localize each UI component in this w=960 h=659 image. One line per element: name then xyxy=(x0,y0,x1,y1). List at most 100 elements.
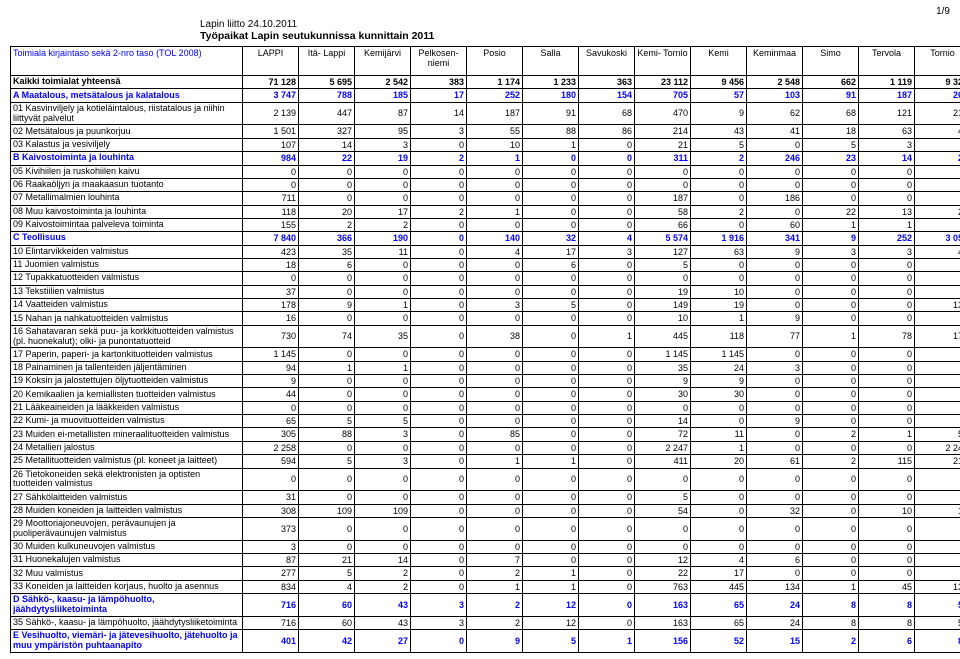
cell: 0 xyxy=(523,285,579,298)
cell: 3 xyxy=(243,540,299,553)
table-row: 30 Muiden kulkuneuvojen valmistus3000000… xyxy=(11,540,960,553)
cell: 68 xyxy=(803,102,859,125)
cell: 21 xyxy=(299,554,355,567)
cell: 24 xyxy=(747,616,803,629)
cell: 0 xyxy=(579,415,635,428)
cell: 9 xyxy=(691,375,747,388)
cell: 0 xyxy=(579,192,635,205)
cell: 8 xyxy=(859,616,915,629)
cell: 156 xyxy=(635,630,691,653)
cell: 9 xyxy=(747,415,803,428)
cell: 109 xyxy=(355,504,411,517)
cell: 12 xyxy=(523,594,579,617)
cell: 1 xyxy=(299,361,355,374)
cell: 0 xyxy=(355,165,411,178)
table-row: 05 Kivihiilen ja ruskohiilen kaivu000000… xyxy=(11,165,960,178)
cell: 15 xyxy=(747,630,803,653)
cell: 19 xyxy=(635,285,691,298)
row-label: 26 Tietokoneiden sekä elektronisten ja o… xyxy=(11,468,243,491)
cell: 0 xyxy=(803,388,859,401)
cell: 187 xyxy=(635,192,691,205)
cell: 32 xyxy=(747,504,803,517)
cell: 730 xyxy=(243,325,299,348)
cell: 0 xyxy=(523,205,579,218)
cell: 7 xyxy=(467,554,523,567)
cell: 0 xyxy=(467,415,523,428)
cell: 716 xyxy=(243,616,299,629)
cell: 1 xyxy=(467,580,523,593)
cell: 0 xyxy=(411,517,467,540)
cell: 20 xyxy=(691,455,747,468)
row-label: 22 Kumi- ja muovituotteiden valmistus xyxy=(11,415,243,428)
cell: 88 xyxy=(299,428,355,441)
row-label: 31 Huonekalujen valmistus xyxy=(11,554,243,567)
cell: 13 xyxy=(859,205,915,218)
cell: 0 xyxy=(691,415,747,428)
cell: 0 xyxy=(915,272,960,285)
cell: 0 xyxy=(691,401,747,414)
table-row: B Kaivostoiminta ja louhinta984221921003… xyxy=(11,152,960,165)
cell: 63 xyxy=(691,245,747,258)
cell: 54 xyxy=(635,504,691,517)
row-label: 07 Metallimalmien louhinta xyxy=(11,192,243,205)
row-label: A Maatalous, metsätalous ja kalatalous xyxy=(11,89,243,102)
cell: 0 xyxy=(411,554,467,567)
cell: 0 xyxy=(411,285,467,298)
cell: 0 xyxy=(803,298,859,311)
cell: 9 xyxy=(747,245,803,258)
cell: 0 xyxy=(523,165,579,178)
cell: 401 xyxy=(243,630,299,653)
cell: 43 xyxy=(355,616,411,629)
row-label: 33 Koneiden ja laitteiden korjaus, huolt… xyxy=(11,580,243,593)
cell: 2 xyxy=(467,616,523,629)
cell: 0 xyxy=(803,348,859,361)
cell: 0 xyxy=(859,441,915,454)
cell: 0 xyxy=(579,218,635,231)
header-date: Lapin liitto 24.10.2011 xyxy=(200,19,950,30)
cell: 9 456 xyxy=(691,76,747,89)
cell: 0 xyxy=(579,348,635,361)
cell: 366 xyxy=(299,232,355,245)
cell: 2 xyxy=(355,580,411,593)
row-label: 01 Kasvinviljely ja kotieläintalous, rii… xyxy=(11,102,243,125)
cell: 24 xyxy=(691,361,747,374)
table-row: 32 Muu valmistus27752021022170005 xyxy=(11,567,960,580)
cell: 190 xyxy=(355,232,411,245)
cell: 0 xyxy=(411,491,467,504)
cell: 26 xyxy=(915,152,960,165)
cell: 0 xyxy=(411,361,467,374)
cell: 87 xyxy=(243,554,299,567)
cell: 41 xyxy=(747,125,803,138)
col-header: Simo xyxy=(803,47,859,76)
cell: 163 xyxy=(635,594,691,617)
cell: 0 xyxy=(859,192,915,205)
cell: 0 xyxy=(859,348,915,361)
cell: 788 xyxy=(299,89,355,102)
cell: 0 xyxy=(747,468,803,491)
cell: 1 xyxy=(355,361,411,374)
table-row: 19 Koksin ja jalostettujen öljytuotteide… xyxy=(11,375,960,388)
cell: 0 xyxy=(579,178,635,191)
table-row: 31 Huonekalujen valmistus872114070012460… xyxy=(11,554,960,567)
cell: 0 xyxy=(299,192,355,205)
cell: 87 xyxy=(355,102,411,125)
cell: 0 xyxy=(411,298,467,311)
table-row: C Teollisuus7 84036619001403245 5741 916… xyxy=(11,232,960,245)
cell: 0 xyxy=(355,348,411,361)
cell: 0 xyxy=(635,178,691,191)
cell: 0 xyxy=(411,401,467,414)
cell: 65 xyxy=(691,594,747,617)
cell: 0 xyxy=(523,401,579,414)
cell: 1 xyxy=(467,205,523,218)
cell: 0 xyxy=(523,517,579,540)
cell: 0 xyxy=(467,517,523,540)
cell: 0 xyxy=(355,401,411,414)
row-label: 10 Elintarvikkeiden valmistus xyxy=(11,245,243,258)
cell: 662 xyxy=(803,76,859,89)
cell: 0 xyxy=(691,468,747,491)
cell: 2 xyxy=(691,152,747,165)
cell: 1 xyxy=(803,218,859,231)
cell: 0 xyxy=(859,517,915,540)
table-row: 25 Metallituotteiden valmistus (pl. kone… xyxy=(11,455,960,468)
cell: 4 xyxy=(579,232,635,245)
